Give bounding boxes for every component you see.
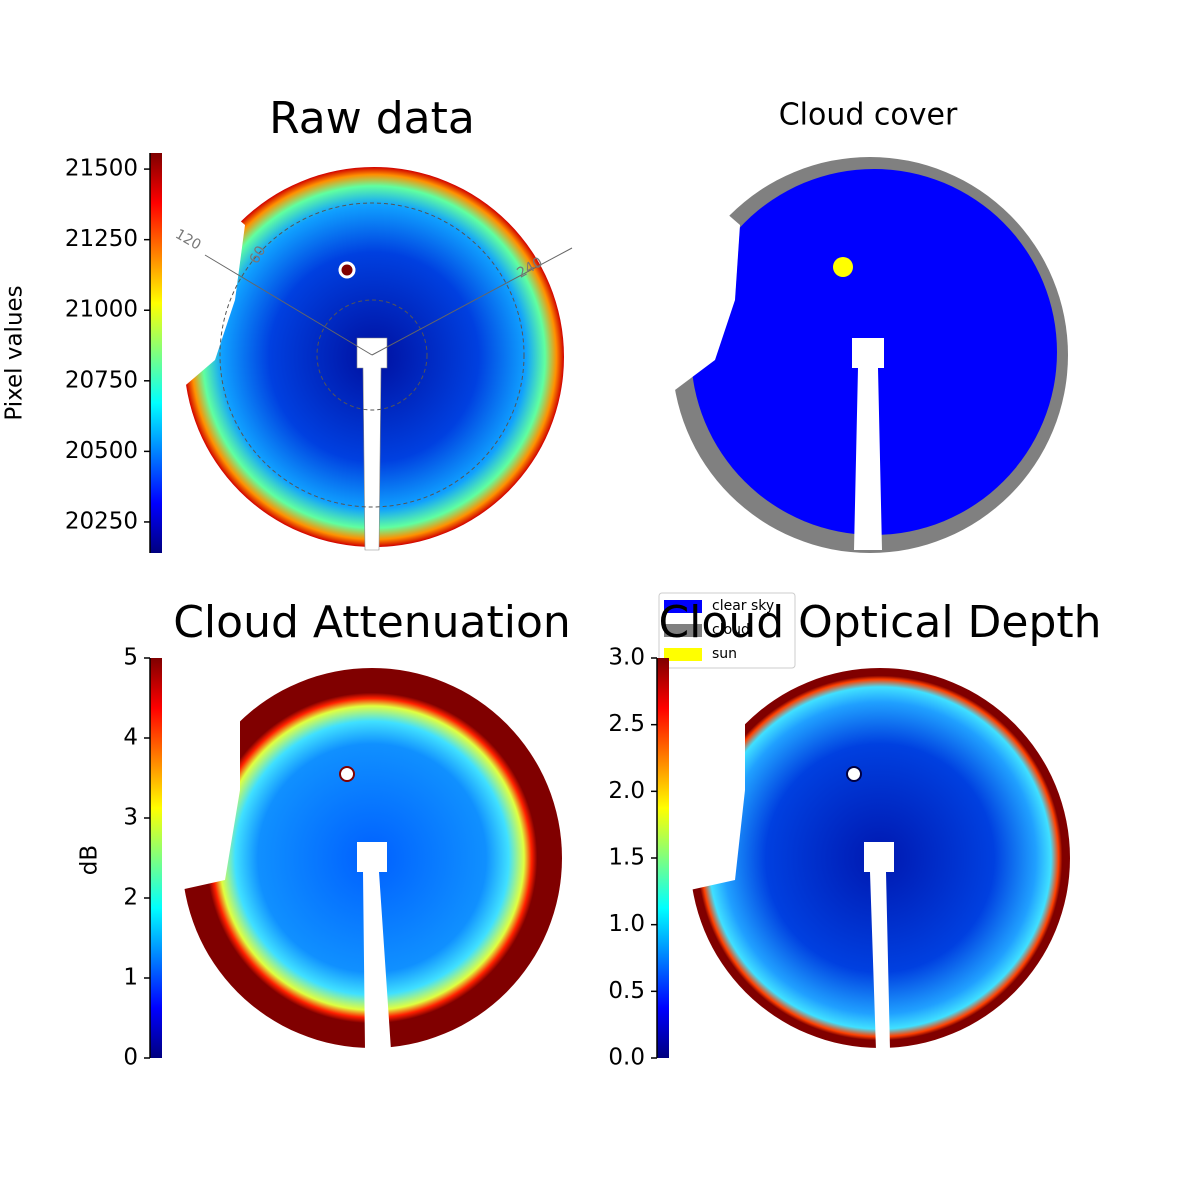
sky-images [170,157,1070,1050]
legend-label: sun [712,646,737,662]
obstruction [665,160,740,390]
tick-label: 2.0 [608,778,645,804]
obstruction [170,160,245,390]
sun-spot [339,766,355,782]
tick-label: 3 [123,805,138,831]
tick-label: 21500 [65,156,138,182]
colorbar [150,658,162,1058]
tick-label: 1 [123,965,138,991]
legend-swatch [664,600,702,613]
legend-label: cloud [712,622,750,638]
tick-label: 1.5 [608,845,645,871]
polar-label: 60 [247,243,270,266]
legend-label: clear sky [712,598,774,614]
panel-title: Cloud Optical Depth [658,597,1101,648]
tick-label: 21000 [65,297,138,323]
tick-label: 4 [123,725,138,751]
tick-label: 1.0 [608,911,645,937]
mast [356,337,894,1050]
colorbar [150,153,162,553]
tick-label: 3.0 [608,645,645,671]
polar-grid [219,202,525,508]
colorbar [657,658,669,1058]
tick-label: 20750 [65,367,138,393]
tick-label: 0.0 [608,1045,645,1071]
sun-mask [833,257,853,277]
chart-layer: 20250 20500 20750 21000 21250 21500 Pixel valu… [2,93,1102,1071]
tick-label: 0 [123,1045,138,1071]
legend-swatch [664,648,702,661]
obstruction [170,665,240,890]
obstruction [680,665,745,890]
sun-spot [846,766,862,782]
polar-spokes [204,247,573,356]
tick-label: 21250 [65,226,138,252]
sun-spot [338,261,356,279]
panel-title: Raw data [269,93,475,144]
tick-label: 2 [123,885,138,911]
tick-label: 20500 [65,438,138,464]
tick-label: 20250 [65,508,138,534]
legend-swatch [664,624,702,637]
colorbar-label: Pixel values [2,285,28,420]
panel-title: Cloud Attenuation [173,597,571,648]
colorbar-label: dB [77,845,103,875]
tick-label: 0.5 [608,978,645,1004]
panel-title: Cloud cover [779,98,958,133]
tick-label: 5 [123,645,138,671]
tick-label: 2.5 [608,711,645,737]
